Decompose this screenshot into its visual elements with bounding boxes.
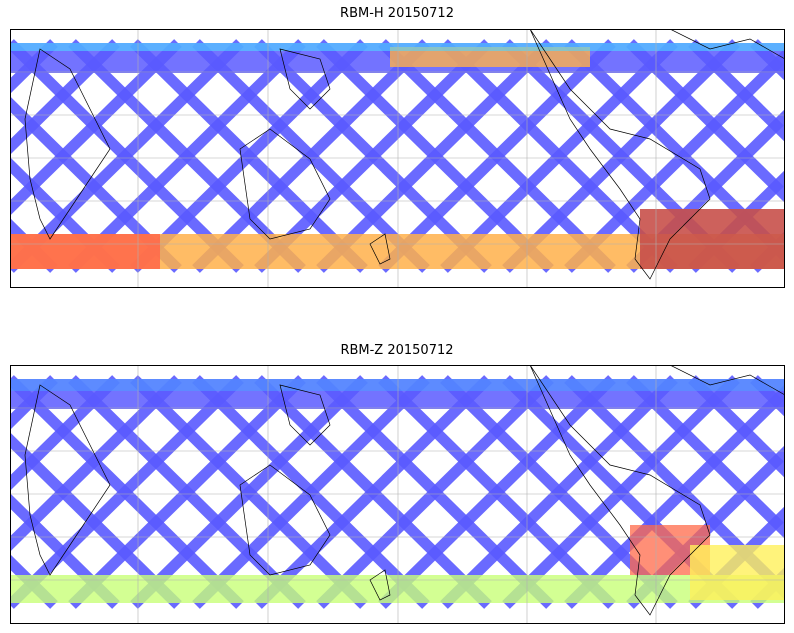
swath-track [10,432,182,609]
coastlines [24,29,785,280]
coastlines [24,365,785,616]
swath-track [316,375,554,609]
swath-track [688,375,785,479]
swath-track [502,39,740,273]
swath-track [564,48,785,273]
swath-track [10,39,182,216]
swath-track [378,39,616,273]
swath-track [10,39,244,273]
panel-title-rbm-h: RBM-H 20150712 [340,6,454,21]
swath-track [254,375,492,609]
swath-track [68,375,306,609]
swath-track [10,375,58,430]
swath-track [10,554,58,609]
swath-track [130,39,368,273]
swath-track [502,375,740,609]
swath-track [440,39,678,273]
swath-track [10,39,58,94]
swath-track [10,218,58,273]
swath-track [10,493,120,609]
gridlines [10,29,785,288]
map-panel-rbm-z [10,365,785,624]
map-panel-rbm-h [10,29,785,288]
swath-track [688,39,785,143]
swath-track [564,384,785,609]
gridlines [10,365,785,624]
swath-track [68,39,306,273]
swath-track [10,375,182,552]
swath-track [378,375,616,609]
panel-title-rbm-z: RBM-Z 20150712 [340,343,454,358]
swath-track [130,375,368,609]
swath-track [10,375,120,491]
swath-track [192,375,430,609]
swath-track [10,39,120,155]
swath-track [10,157,120,273]
swath-track [10,375,244,609]
swath-track [192,39,430,273]
swath-track [440,375,678,609]
swath-track [254,39,492,273]
swath-track [316,39,554,273]
